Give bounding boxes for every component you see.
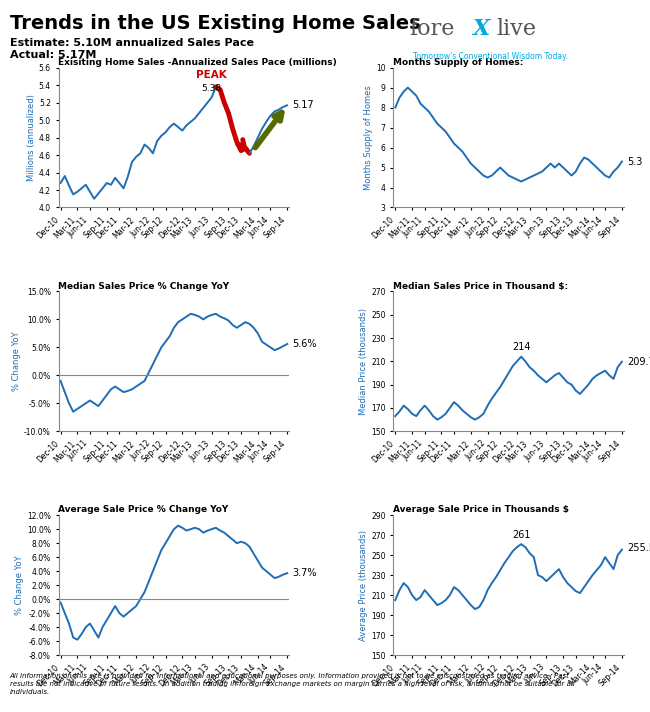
Y-axis label: Median Price (thousands): Median Price (thousands) <box>359 308 369 415</box>
Text: All information on this site is provided for informational and educational purpo: All information on this site is provided… <box>10 673 575 695</box>
Text: Exisiting Home Sales -Annualized Sales Pace (millions): Exisiting Home Sales -Annualized Sales P… <box>58 58 337 67</box>
Text: 5.6%: 5.6% <box>292 339 317 349</box>
Text: X: X <box>472 18 489 40</box>
Text: 209.7: 209.7 <box>627 357 650 367</box>
Text: Average Sale Price in Thousands $: Average Sale Price in Thousands $ <box>393 506 569 514</box>
Text: Estimate: 5.10M annualized Sales Pace: Estimate: 5.10M annualized Sales Pace <box>10 38 254 48</box>
Text: 255.5: 255.5 <box>627 543 650 553</box>
Text: 261: 261 <box>512 530 530 540</box>
Text: 214: 214 <box>512 342 530 352</box>
Y-axis label: Months Supply of Homes: Months Supply of Homes <box>364 85 373 190</box>
Text: fore: fore <box>410 18 455 40</box>
Y-axis label: Average Price (thousands): Average Price (thousands) <box>359 530 369 641</box>
Text: Median Sales Price in Thousand $:: Median Sales Price in Thousand $: <box>393 282 568 290</box>
Y-axis label: Millions (annualized): Millions (annualized) <box>27 94 36 181</box>
Y-axis label: % Change YoY: % Change YoY <box>15 555 24 615</box>
Text: PEAK: PEAK <box>196 70 227 80</box>
Text: Actual: 5.17M: Actual: 5.17M <box>10 50 96 60</box>
Text: 3.7%: 3.7% <box>292 568 317 578</box>
Text: Average Sale Price % Change YoY: Average Sale Price % Change YoY <box>58 506 229 514</box>
Text: Median Sales Price % Change YoY: Median Sales Price % Change YoY <box>58 282 229 290</box>
Y-axis label: % Change YoY: % Change YoY <box>12 332 21 391</box>
Text: Months Supply of Homes:: Months Supply of Homes: <box>393 58 523 67</box>
Text: 5.17: 5.17 <box>292 100 314 110</box>
Text: 5.3: 5.3 <box>627 157 642 167</box>
Text: Trends in the US Existing Home Sales: Trends in the US Existing Home Sales <box>10 14 421 33</box>
Text: Tomorrow's Conventional Wisdom Today.: Tomorrow's Conventional Wisdom Today. <box>413 52 567 61</box>
Text: live: live <box>496 18 536 40</box>
Text: 5.38: 5.38 <box>202 84 222 93</box>
